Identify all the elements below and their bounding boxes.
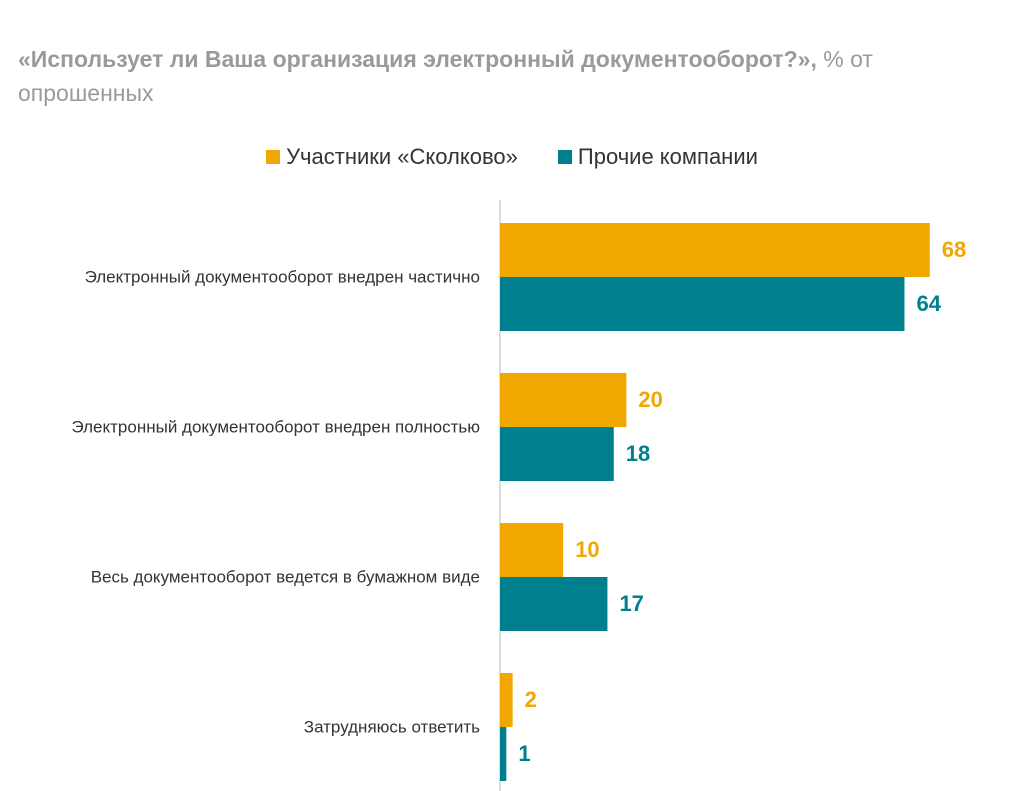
category-label: Электронный документооборот внедрен част… bbox=[84, 267, 480, 287]
value-label: 68 bbox=[942, 237, 966, 262]
legend-swatch bbox=[557, 150, 572, 164]
value-label: 17 bbox=[619, 591, 643, 616]
value-label: 64 bbox=[916, 291, 941, 316]
bar bbox=[500, 223, 930, 277]
bar bbox=[500, 727, 507, 781]
category-label: Весь документооборот ведется в бумажном … bbox=[90, 567, 480, 587]
chart-subtitle: % от опрошенных bbox=[18, 46, 873, 106]
legend-item: Участники «Сколково» bbox=[266, 144, 518, 170]
chart-title-block: «Использует ли Ваша организация электрон… bbox=[18, 42, 1008, 110]
category-label: Электронный документооборот внедрен полн… bbox=[71, 417, 480, 437]
bar bbox=[500, 577, 608, 631]
legend-item: Прочие компании bbox=[557, 144, 758, 170]
legend-label: Прочие компании bbox=[577, 144, 758, 169]
value-label: 2 bbox=[525, 687, 537, 712]
bar bbox=[500, 373, 627, 427]
bar bbox=[500, 523, 564, 577]
legend-label: Участники «Сколково» bbox=[286, 144, 518, 169]
bar bbox=[500, 277, 905, 331]
bar bbox=[500, 427, 614, 481]
category-label: Затрудняюсь ответить bbox=[303, 717, 480, 737]
value-label: 10 bbox=[575, 537, 599, 562]
value-label: 20 bbox=[638, 387, 662, 412]
bar bbox=[500, 673, 513, 727]
chart-title: «Использует ли Ваша организация электрон… bbox=[18, 46, 817, 72]
value-label: 1 bbox=[518, 741, 530, 766]
legend-swatch bbox=[266, 150, 281, 164]
legend: Участники «Сколково» Прочие компании bbox=[0, 144, 1024, 170]
value-label: 18 bbox=[626, 441, 650, 466]
